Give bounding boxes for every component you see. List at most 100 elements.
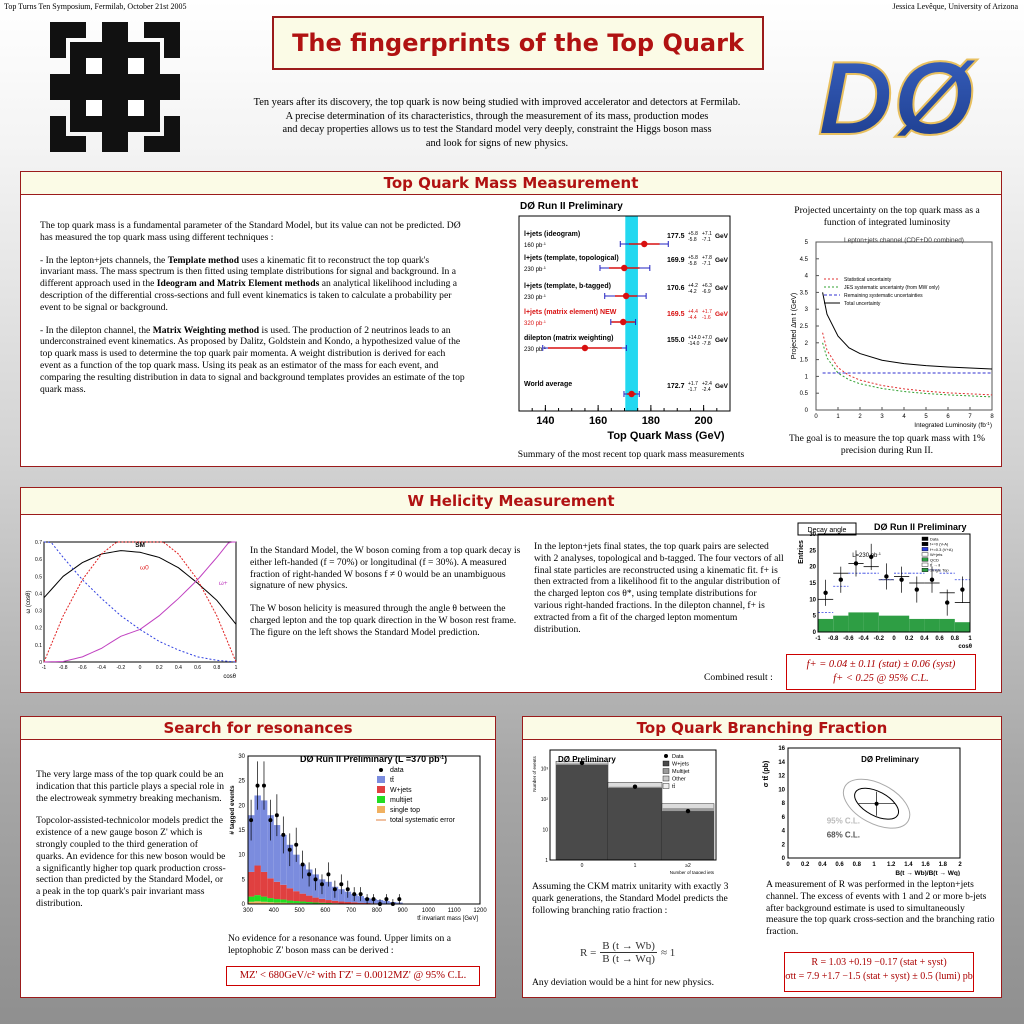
res-wjets-bar — [357, 902, 364, 904]
res-tt-bar — [286, 844, 294, 889]
whel-fit-data-point — [914, 587, 919, 592]
res-text: The very large mass of the top quark cou… — [36, 769, 228, 921]
res-data-point — [281, 832, 286, 837]
whel-result-1: f+ = 0.04 ± 0.11 (stat) ± 0.06 (syst) — [806, 659, 956, 670]
br-hist-xtick-label: 1 — [634, 863, 637, 869]
res-multijet-bar — [318, 902, 326, 904]
res-ylabel: # tagged events — [229, 785, 236, 835]
proj-xtick-label: 0 — [814, 414, 818, 420]
whel-fit-legend-label: Single Top — [930, 568, 949, 573]
proj-ytick-label: 0 — [805, 408, 809, 414]
br-formula-den: B (t → Wq) — [602, 953, 655, 965]
mass-entry-stat-up: +4.4 — [688, 309, 698, 315]
res-data-point — [294, 842, 299, 847]
res-singletop-bar — [286, 902, 294, 904]
br-hist-wjets-bar — [662, 811, 714, 860]
res-wjets-bar — [306, 895, 313, 903]
sm-xtick-label: 0.2 — [156, 665, 163, 671]
br-hist-legend-swatch — [662, 775, 670, 782]
res-data-point — [365, 897, 370, 902]
br-hist-data-point — [632, 784, 638, 789]
br-hist-ylabel: Number of events — [532, 755, 537, 791]
sm-ytick-label: 0.4 — [35, 591, 42, 597]
res-data-point — [307, 872, 312, 877]
proj-xtick-label: 1 — [836, 414, 840, 420]
res-wjets-bar — [248, 871, 255, 897]
br-cont-xtick-label: 1.2 — [887, 862, 896, 868]
br-hist-legend-swatch — [662, 768, 670, 774]
conference-label: Top Turns Ten Symposium, Fermilab, Octob… — [4, 2, 187, 11]
mass-entry-value: 177.5 — [667, 233, 685, 240]
author-label: Jessica Levêque, University of Arizona — [892, 2, 1018, 11]
whel-fit-xtick-label: -0.8 — [828, 636, 839, 642]
sm-xtick-label: -0.8 — [59, 665, 68, 671]
whel-text-sm: In the Standard Model, the W boson comin… — [250, 545, 521, 592]
br-cont-xtick-label: 0.6 — [835, 862, 844, 868]
br-cont-xtick-label: 0.8 — [853, 862, 862, 868]
res-xtick-label: 700 — [346, 908, 357, 914]
whel-fit-bkg-bar — [848, 612, 864, 632]
br-cont-ytick-label: 6 — [782, 815, 786, 821]
br-cont-ytick-label: 8 — [782, 801, 786, 807]
whel-fit-bkg-bar — [924, 618, 940, 632]
mass-entry-stat-up: +5.8 — [688, 231, 698, 237]
whel-fit-data-point — [869, 554, 874, 560]
proj-caption: Projected uncertainty on the top quark m… — [794, 205, 980, 228]
mass-entry-lumi-exp: -1 — [542, 345, 546, 350]
br-formula-num: B (t → Wb) — [600, 940, 657, 953]
res-wjets-bar — [254, 865, 261, 896]
whel-fit-data-point — [945, 600, 950, 605]
res-text-2: Topcolor-assisted-technicolor models pre… — [36, 815, 226, 909]
sm-label-wplus: ω+ — [219, 580, 228, 587]
whel-fit-ylabel: Entries — [798, 540, 805, 564]
br-hist-wjets-bar — [608, 787, 662, 860]
res-data-point — [268, 818, 273, 823]
res-singletop-bar — [273, 902, 281, 904]
mass-entry-value: 172.7 — [667, 383, 685, 390]
res-tt-bar — [338, 889, 345, 902]
whel-fit-bkg-bar — [818, 618, 834, 632]
res-legend-swatch — [377, 806, 385, 813]
mass-entry-lumi-exp: -1 — [542, 241, 546, 246]
res-data-point — [300, 862, 305, 867]
br-hist-data-point — [579, 760, 585, 766]
mass-entry-syst-down: -2.4 — [702, 387, 711, 393]
mass-xlabel: Top Quark Mass (GeV) — [607, 430, 724, 442]
sm-series-line — [44, 541, 237, 663]
res-xtick-label: 800 — [372, 908, 383, 914]
whel-fit-chart: Decay angle DØ Run II Preliminary05101520… — [794, 520, 984, 650]
res-multijet-bar — [260, 896, 268, 902]
res-wjets-bar — [280, 884, 287, 900]
proj-xlabel-exp: -1 — [986, 421, 990, 426]
proj-ytick-label: 5 — [805, 240, 809, 246]
proj-xtick-label: 5 — [924, 414, 928, 420]
br-hist-ytick-label: 10² — [541, 797, 549, 803]
whel-fit-title: DØ Run II Preliminary — [874, 522, 967, 532]
whel-fit-legend-label: f+=0 (V-A) — [930, 542, 949, 547]
res-tt-bar — [293, 854, 300, 892]
whel-fit-data-point — [853, 561, 859, 566]
sm-xtick-label: -0.4 — [97, 665, 106, 671]
res-tt-bar — [280, 834, 287, 885]
res-ytick-label: 30 — [238, 754, 245, 760]
res-singletop-bar — [254, 901, 261, 904]
sm-series-line — [43, 541, 237, 663]
whel-fit-xtick-label: 0.8 — [951, 636, 960, 642]
res-wjets-bar — [273, 881, 281, 900]
br-result-2: σtt = 7.9 +1.7 −1.5 (stat + syst) ± 0.5 … — [785, 971, 973, 982]
res-legend-swatch — [377, 776, 385, 783]
mass-xtick-label: 180 — [642, 415, 660, 427]
br-cont-xtick-label: 1.4 — [904, 862, 913, 868]
br-cont-frame — [787, 747, 961, 859]
br-cont-xtick-label: 0.2 — [801, 862, 810, 868]
res-data-point — [326, 872, 331, 877]
mass-entry-stat-up: +4.2 — [688, 283, 698, 289]
sm-xtick-label: -0.6 — [78, 665, 87, 671]
res-data-point — [332, 887, 337, 892]
br-hist-legend-label: Multijet — [672, 769, 690, 775]
res-singletop-bar — [267, 902, 274, 904]
sm-bg — [24, 536, 242, 682]
res-legend-swatch — [377, 796, 385, 803]
res-xtick-label: 600 — [320, 908, 331, 914]
resonance-chart: 0 5 10 15 20 25 30 300 400 500 600 700 800 900 1000 110… — [228, 746, 492, 932]
